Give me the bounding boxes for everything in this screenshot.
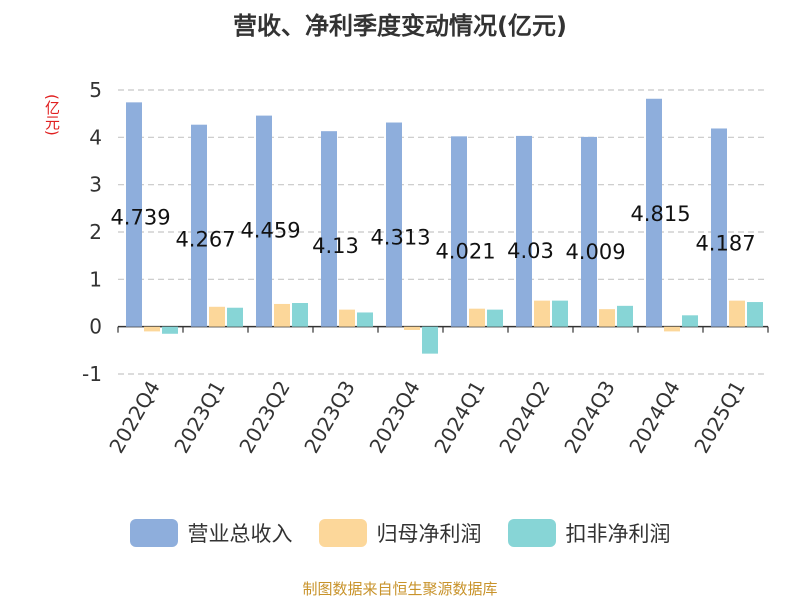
y-tick-label: 2 xyxy=(89,220,102,244)
bar xyxy=(617,305,633,327)
bar xyxy=(534,300,550,327)
bar xyxy=(191,124,207,327)
legend-label-revenue: 营业总收入 xyxy=(187,522,293,546)
legend-item-net-profit[interactable]: 归母净利润 xyxy=(318,518,482,548)
bar xyxy=(292,303,308,327)
data-label: 4.815 xyxy=(630,202,690,226)
bar xyxy=(144,326,160,332)
bar xyxy=(516,135,532,327)
legend-swatch-net-profit xyxy=(318,519,367,547)
x-tick-label: 2023Q2 xyxy=(234,377,294,458)
y-tick-label: -1 xyxy=(82,362,102,386)
bar xyxy=(227,307,243,327)
legend-label-deducted-net-profit: 扣非净利润 xyxy=(565,522,671,546)
chart-title: 营收、净利季度变动情况(亿元) xyxy=(233,12,567,40)
x-tick-label: 2022Q4 xyxy=(104,377,164,458)
bar xyxy=(469,308,485,327)
bar xyxy=(404,326,420,330)
y-tick-label: 1 xyxy=(89,267,102,291)
bar xyxy=(729,300,745,327)
data-label: 4.739 xyxy=(110,205,170,229)
legend-swatch-revenue xyxy=(129,519,178,547)
data-label: 4.459 xyxy=(240,219,300,243)
bar xyxy=(599,309,615,327)
y-tick-label: 4 xyxy=(89,125,102,149)
bar xyxy=(321,131,337,327)
bar xyxy=(339,309,355,327)
x-tick-label: 2023Q3 xyxy=(299,377,359,458)
bar xyxy=(664,326,680,332)
y-tick-label: 5 xyxy=(89,78,102,102)
legend-item-revenue[interactable]: 营业总收入 xyxy=(129,518,293,548)
bar xyxy=(581,136,597,327)
bar xyxy=(682,315,698,327)
y-tick-label: 3 xyxy=(89,173,102,197)
data-label: 4.13 xyxy=(312,234,359,258)
x-tick-label: 2023Q1 xyxy=(169,377,229,458)
bar xyxy=(487,309,503,327)
data-label: 4.187 xyxy=(695,231,755,255)
bar xyxy=(422,326,438,354)
x-tick-label: 2024Q3 xyxy=(559,377,619,458)
bar xyxy=(209,306,225,327)
legend-swatch-deducted-net-profit xyxy=(507,519,556,547)
bar xyxy=(162,326,178,334)
data-label: 4.313 xyxy=(370,226,430,250)
y-axis-label: (亿元) xyxy=(43,94,61,136)
x-tick-label: 2024Q4 xyxy=(624,377,684,458)
x-tick-label: 2024Q1 xyxy=(429,377,489,458)
data-source: 制图数据来自恒生聚源数据库 xyxy=(302,580,498,598)
bar xyxy=(256,115,272,327)
data-label: 4.009 xyxy=(565,240,625,264)
bar xyxy=(274,303,290,327)
data-label: 4.03 xyxy=(507,239,554,263)
legend-label-net-profit: 归母净利润 xyxy=(376,522,482,546)
data-label: 4.267 xyxy=(175,228,235,252)
legend: 营业总收入 归母净利润 扣非净利润 xyxy=(0,518,800,548)
bar xyxy=(552,300,568,327)
bar xyxy=(646,98,662,327)
bar xyxy=(747,302,763,327)
bar xyxy=(126,102,142,327)
bar xyxy=(451,136,467,327)
data-label: 4.021 xyxy=(435,239,495,263)
x-tick-label: 2023Q4 xyxy=(364,377,424,458)
bar xyxy=(386,122,402,327)
legend-item-deducted-net-profit[interactable]: 扣非净利润 xyxy=(507,518,671,548)
y-tick-label: 0 xyxy=(89,315,102,339)
x-tick-label: 2025Q1 xyxy=(689,377,749,458)
x-tick-label: 2024Q2 xyxy=(494,377,554,458)
bar xyxy=(711,128,727,327)
bar xyxy=(357,312,373,327)
